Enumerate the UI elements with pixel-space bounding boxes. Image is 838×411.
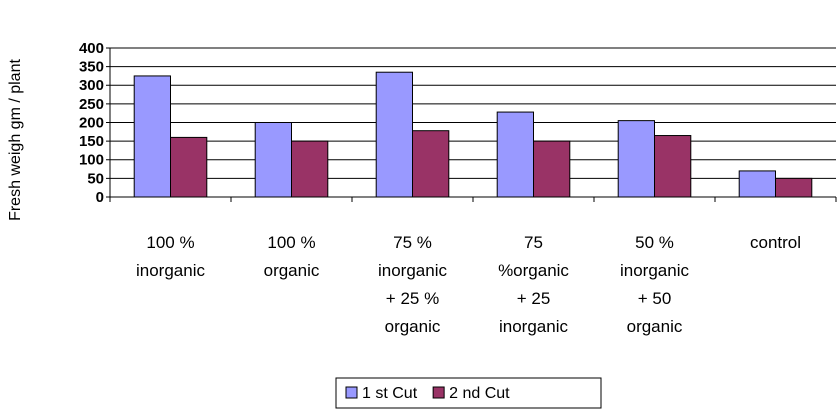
x-tick-label: 75 %organic + 25 inorganic — [498, 233, 569, 336]
y-tick-label: 100 — [79, 152, 104, 169]
bar — [617, 120, 656, 198]
y-tick-label: 300 — [79, 77, 104, 94]
bar — [496, 111, 535, 198]
y-tick-label: 350 — [79, 59, 104, 76]
bar — [291, 140, 329, 198]
bar — [533, 140, 571, 198]
bar — [254, 122, 292, 198]
x-tick-label: control — [749, 233, 802, 252]
legend-label: 2 nd Cut — [449, 385, 510, 402]
bar — [170, 136, 208, 198]
bar — [412, 130, 450, 198]
legend-swatch — [345, 386, 358, 399]
x-tick-label: 100 % organic — [263, 233, 320, 280]
bar — [133, 75, 171, 198]
legend-swatch — [432, 386, 445, 399]
legend-label: 1 st Cut — [362, 385, 418, 402]
y-tick-label: 150 — [79, 133, 104, 150]
x-tick-label: 50 % inorganic + 50 organic — [620, 233, 689, 336]
bar — [775, 177, 813, 198]
y-tick-label: 400 — [79, 40, 104, 57]
y-tick-label: 200 — [79, 114, 104, 131]
legend-box — [335, 377, 602, 409]
bar — [375, 71, 414, 198]
y-tick-label: 250 — [79, 96, 104, 113]
y-tick-label: 50 — [87, 170, 104, 187]
bar — [654, 135, 692, 198]
y-tick-label: 0 — [96, 189, 104, 206]
y-axis-label: Fresh weigh gm / plant — [7, 59, 24, 221]
bar — [738, 170, 777, 198]
x-tick-label: 75 % inorganic + 25 % organic — [378, 233, 447, 336]
x-tick-label: 100 % inorganic — [136, 233, 205, 280]
